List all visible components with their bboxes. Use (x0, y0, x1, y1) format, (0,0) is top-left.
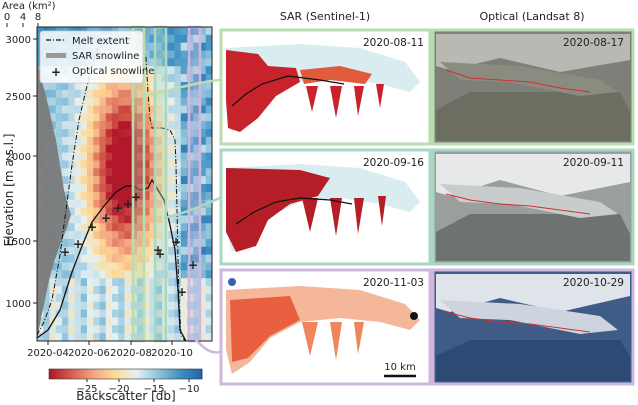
optical-glacier-tongue (440, 184, 618, 218)
sar-tongue-patches (302, 196, 386, 236)
optical-panel: 2020-09-11 (431, 148, 635, 266)
optical-snowline-path (37, 178, 187, 341)
legend-item-sar: SAR snowline (72, 51, 139, 62)
optical-snowline-marker: + (171, 235, 181, 249)
elevation-tick-label: 2500 (6, 92, 31, 103)
legend-optical-swatch: + (51, 65, 61, 79)
colorbar-tick-label: −25 (76, 384, 97, 395)
sar-panel: 2020-08-11 (219, 28, 432, 146)
elevation-axis-ticks: 3000 2500 2000 1500 1000 (6, 35, 37, 310)
optical-valley (436, 92, 630, 141)
sar-date-3: 2020-11-03 (363, 277, 424, 289)
elevation-axis-label: Elevation [m a.s.l.] (2, 134, 16, 247)
date-tick-label: 2020-10 (151, 348, 193, 359)
area-distribution (37, 60, 71, 341)
sar-wet-snow-zone (226, 50, 300, 132)
optical-glacier-tongue (440, 62, 618, 96)
sar-panel: 2020-09-16 (219, 148, 432, 266)
elevation-tick-label: 1500 (6, 237, 31, 248)
snapshot-connectors (142, 78, 221, 354)
optical-snowline-marker: + (188, 258, 198, 272)
colorbar: −25 −20 −15 −10 Backscatter [db] (48, 368, 203, 403)
sar-date-2: 2020-09-16 (363, 157, 424, 169)
snapshot-bar (153, 25, 168, 343)
optical-snowline-marker: + (155, 247, 165, 261)
date-tick-label: 2020-08 (110, 348, 152, 359)
optical-snowline (445, 311, 591, 333)
legend-item-optical: Optical snowline (72, 66, 154, 77)
optical-snowline-marker: + (153, 243, 163, 257)
optical-snowline (445, 193, 591, 215)
optical-snow-ridge (436, 34, 630, 72)
optical-panel: 2020-08-17 (431, 28, 635, 146)
optical-glacier-tongue (440, 300, 618, 334)
date-tick-label: 2020-04 (27, 348, 69, 359)
optical-snowline-marker: + (113, 201, 123, 215)
sar-wet-snow-zone (226, 168, 330, 252)
colorbar-tick-label: −15 (143, 384, 164, 395)
optical-snowline-marker: + (101, 211, 111, 225)
sar-dark-patch (410, 312, 418, 320)
snapshot-bar (187, 25, 202, 343)
area-tick-label: 4 (20, 12, 26, 23)
optical-panel: 2020-10-29 (431, 268, 635, 386)
elevation-tick-label: 1000 (6, 299, 31, 310)
optical-snowline-marker: + (87, 220, 97, 234)
optical-valley (436, 340, 630, 381)
optical-snowline-marker: + (131, 190, 141, 204)
sar-backscatter-patch (230, 296, 300, 362)
legend-sar-swatch (46, 53, 66, 58)
optical-snow-ridge (436, 154, 630, 196)
sar-blue-patch (228, 278, 236, 286)
sar-tongue-patches (306, 84, 384, 118)
optical-snowline-marker: + (60, 245, 70, 259)
legend-item-melt: Melt extent (72, 36, 129, 47)
colorbar-tick-label: −10 (178, 384, 199, 395)
sar-date-1: 2020-08-11 (363, 37, 424, 49)
sar-snowline (231, 75, 345, 107)
optical-snowline (445, 69, 591, 93)
area-axis-label: Area (km²) (2, 1, 56, 12)
optical-snowline-marker: + (73, 237, 83, 251)
optical-date-3: 2020-10-29 (563, 277, 624, 289)
scale-bar-label: 10 km (384, 362, 415, 373)
sar-panel: 2020-11-03 10 km (219, 268, 432, 386)
optical-snowline-marker: + (123, 197, 133, 211)
optical-column-title: Optical (Landsat 8) (479, 10, 584, 23)
optical-snowline-markers: +++++ +++++++ (60, 190, 198, 299)
sar-column-title: SAR (Sentinel-1) (280, 10, 370, 23)
colorbar-tick-label: −20 (108, 384, 129, 395)
elevation-tick-label: 3000 (6, 35, 31, 46)
legend: Melt extent SAR snowline + Optical snowl… (39, 30, 154, 84)
elevation-tick-label: 2000 (6, 152, 31, 163)
sar-tongue-patches (302, 322, 364, 360)
date-axis-ticks: 2020-04 2020-06 2020-08 2020-10 (27, 341, 193, 359)
optical-snowline-marker: + (177, 285, 187, 299)
colorbar-label: Backscatter [db] (76, 389, 175, 403)
optical-panels: 2020-08-17 2020-09-11 2020-10-29 (431, 28, 635, 386)
date-tick-label: 2020-06 (68, 348, 110, 359)
plot-frame (36, 26, 213, 342)
area-tick-label: 8 (35, 12, 41, 23)
area-tick-label: 0 (4, 12, 10, 23)
optical-valley (436, 214, 630, 261)
optical-date-2: 2020-09-11 (563, 157, 624, 169)
sar-snowline (235, 197, 353, 225)
sar-glacier-map (226, 44, 420, 132)
optical-date-1: 2020-08-17 (563, 37, 624, 49)
sar-panels: 2020-08-11 2020-09-16 2020-11-03 10 km (219, 28, 432, 386)
optical-snow-ridge (436, 274, 630, 312)
